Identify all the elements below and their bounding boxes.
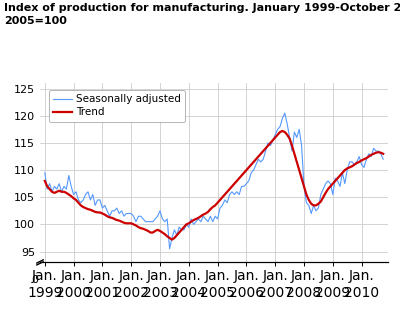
Trend [347,165,352,169]
Seasonally adjusted [347,160,352,164]
Trend [381,152,386,156]
Seasonally adjusted [258,160,263,164]
Trend [258,152,263,156]
Text: 0: 0 [31,275,38,285]
Trend [266,144,270,148]
Seasonally adjusted [222,198,227,202]
Legend: Seasonally adjusted, Trend: Seasonally adjusted, Trend [49,90,185,122]
Seasonally adjusted [208,214,213,218]
Trend [146,229,150,233]
Trend [280,129,285,133]
Trend [222,193,227,196]
Seasonally adjusted [146,220,150,224]
Trend [208,207,213,211]
Seasonally adjusted [266,141,270,145]
Seasonally adjusted [42,171,47,175]
Line: Seasonally adjusted: Seasonally adjusted [45,113,383,249]
Trend [170,238,174,242]
Seasonally adjusted [381,157,386,161]
Line: Trend: Trend [45,131,383,240]
Seasonally adjusted [167,247,172,251]
Text: Index of production for manufacturing. January 1999-October 2010.
2005=100: Index of production for manufacturing. J… [4,3,400,26]
Seasonally adjusted [282,111,287,115]
Trend [42,179,47,183]
